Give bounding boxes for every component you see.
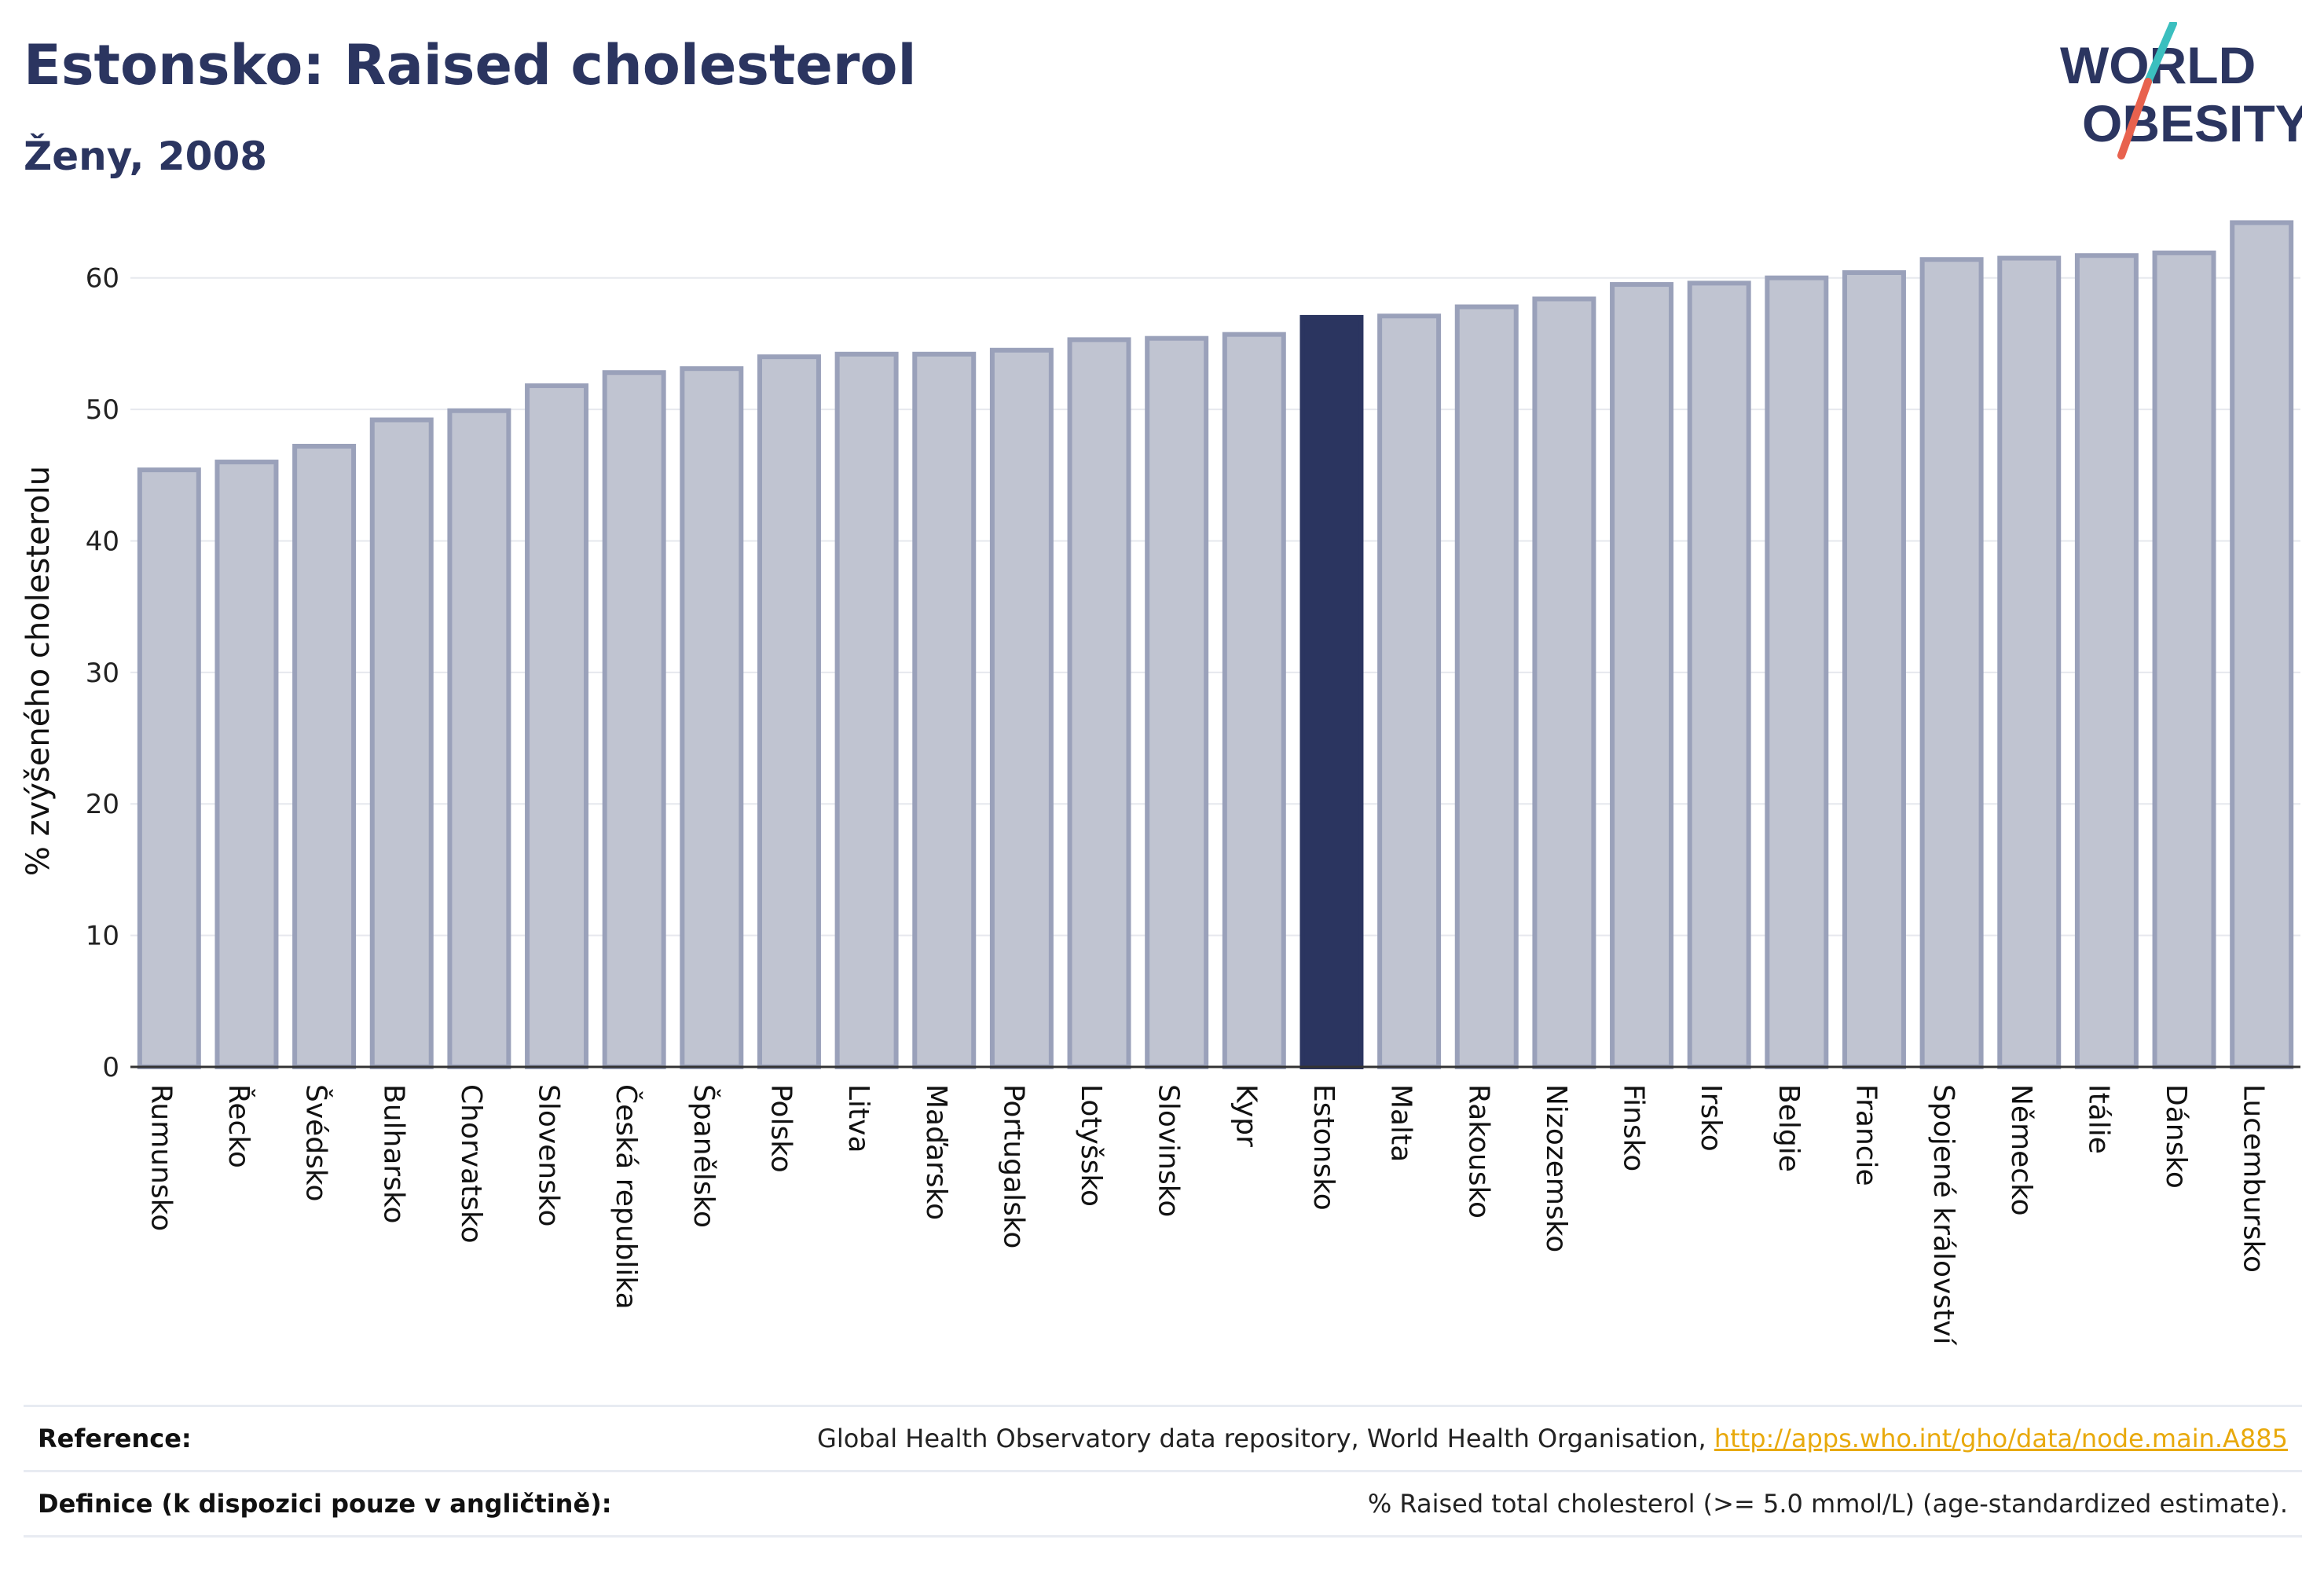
bar xyxy=(757,354,821,1070)
bar xyxy=(1687,280,1751,1069)
reference-text: Global Health Observatory data repositor… xyxy=(817,1424,1714,1453)
x-tick-label: Polsko xyxy=(764,1084,797,1173)
x-tick-label: Litva xyxy=(842,1084,874,1153)
bar xyxy=(1377,313,1442,1070)
y-axis-label: % zvýšeného cholesterolu xyxy=(20,466,57,876)
x-tick-label: Belgie xyxy=(1772,1084,1805,1172)
bar xyxy=(214,460,279,1069)
x-tick-label: Francie xyxy=(1849,1084,1882,1186)
logo-slash-teal xyxy=(2144,22,2177,86)
x-tick-label: Kypr xyxy=(1230,1084,1262,1147)
reference-label: Reference: xyxy=(38,1424,192,1453)
x-tick-label: Španělsko xyxy=(687,1084,720,1228)
bar xyxy=(1222,332,1286,1070)
reference-table: Reference: Global Health Observatory dat… xyxy=(24,1405,2302,1538)
x-tick-label: Portugalsko xyxy=(997,1084,1029,1248)
bar xyxy=(1919,257,1984,1070)
bar xyxy=(1532,296,1596,1070)
x-tick-label: Německo xyxy=(2005,1084,2037,1216)
y-tick-label: 60 xyxy=(86,263,119,295)
bar xyxy=(602,370,666,1069)
logo-slash-red xyxy=(2117,78,2152,159)
bar xyxy=(369,417,434,1069)
bar xyxy=(1610,282,1674,1069)
bar xyxy=(2074,253,2139,1069)
bar xyxy=(989,347,1054,1069)
x-tick-label: Švédsko xyxy=(300,1084,333,1202)
reference-value: Global Health Observatory data repositor… xyxy=(817,1424,2302,1453)
x-tick-label: Finsko xyxy=(1618,1084,1650,1171)
x-tick-label: Rumunsko xyxy=(145,1084,177,1231)
bar xyxy=(525,383,589,1069)
bar xyxy=(1997,255,2062,1070)
x-tick-label: Irsko xyxy=(1695,1084,1727,1152)
x-tick-label: Slovensko xyxy=(533,1084,565,1227)
definition-row: Definice (k dispozici pouze v angličtině… xyxy=(24,1470,2302,1538)
y-tick-label: 0 xyxy=(102,1052,119,1083)
bar xyxy=(1842,269,1906,1069)
bar-chart: 0 10 20 30 40 50 60 Rumunsko Řecko Švédsko Bulhars… xyxy=(20,220,2300,1346)
bar xyxy=(137,467,201,1069)
x-tick-label: Lotyšsko xyxy=(1075,1084,1107,1207)
bar xyxy=(1765,275,1829,1069)
x-tick-label: Itálie xyxy=(2082,1084,2114,1154)
x-tick-label: Maďarsko xyxy=(920,1084,952,1220)
x-tick-label: Česká republika xyxy=(610,1084,643,1310)
x-tick-label: Rakousko xyxy=(1462,1084,1494,1219)
x-tick-label: Spojené království xyxy=(1927,1084,1959,1346)
x-tick-label: Chorvatsko xyxy=(455,1084,487,1244)
bar xyxy=(2230,220,2294,1070)
bar xyxy=(912,351,977,1069)
y-tick-label: 50 xyxy=(86,394,119,426)
x-tick-label: Řecko xyxy=(222,1084,255,1168)
logo-word-obesity: OBESITY xyxy=(2082,94,2302,152)
bar xyxy=(1145,335,1209,1070)
definition-label: Definice (k dispozici pouze v angličtině… xyxy=(38,1489,612,1519)
bar xyxy=(1454,304,1519,1070)
chart-subtitle: Ženy, 2008 xyxy=(24,134,268,179)
bar xyxy=(2152,250,2216,1069)
x-tick-label: Bulharsko xyxy=(377,1084,409,1224)
bar xyxy=(680,366,744,1069)
x-tick-label: Dánsko xyxy=(2160,1084,2192,1189)
reference-row: Reference: Global Health Observatory dat… xyxy=(24,1405,2302,1470)
x-tick-label: Nizozemsko xyxy=(1540,1084,1572,1252)
world-obesity-logo: WORLD OBESITY xyxy=(2060,22,2302,159)
bar-highlighted xyxy=(1299,314,1364,1069)
x-tick-label: Malta xyxy=(1385,1084,1417,1162)
bar xyxy=(447,408,511,1069)
x-tick-label: Slovinsko xyxy=(1153,1084,1185,1217)
y-tick-label: 20 xyxy=(86,789,119,820)
bar xyxy=(1067,337,1131,1069)
definition-text: % Raised total cholesterol (>= 5.0 mmol/… xyxy=(1367,1489,2288,1519)
bar xyxy=(292,443,357,1069)
x-tick-label: Lucembursko xyxy=(2238,1084,2270,1273)
y-tick-label: 40 xyxy=(86,526,119,557)
chart-title: Estonsko: Raised cholesterol xyxy=(24,33,917,97)
reference-link[interactable]: http://apps.who.int/gho/data/node.main.A… xyxy=(1714,1424,2288,1453)
x-tick-label: Estonsko xyxy=(1307,1084,1340,1211)
y-tick-label: 10 xyxy=(86,921,119,952)
bar xyxy=(834,351,899,1069)
y-tick-label: 30 xyxy=(86,658,119,689)
